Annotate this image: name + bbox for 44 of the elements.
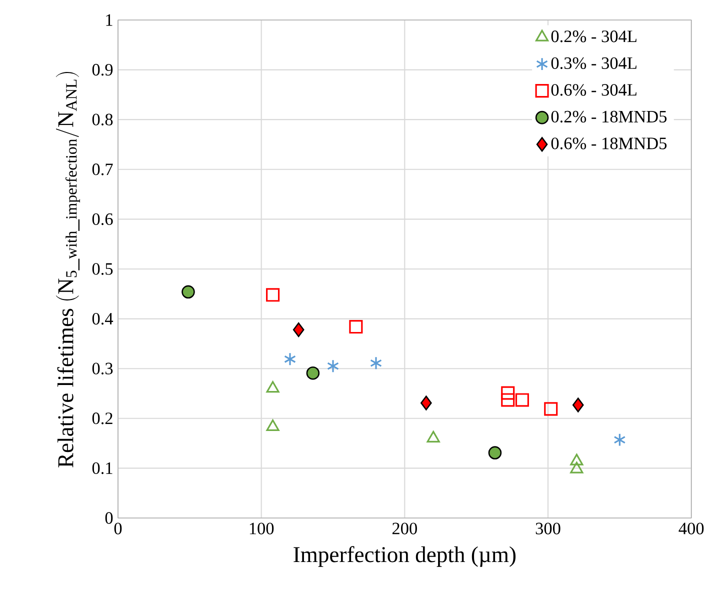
point: [420, 396, 432, 410]
x-tick-label: 400: [678, 522, 704, 534]
point: [488, 446, 502, 460]
point: [501, 386, 515, 400]
y-tick-label: 0.1: [92, 462, 112, 474]
point: [349, 320, 363, 334]
point: [572, 398, 584, 412]
y-tick-label: 0.9: [92, 64, 113, 76]
point: [266, 288, 280, 302]
y-tick-label: 0.8: [92, 114, 113, 126]
point: [306, 366, 320, 380]
x-tick-label: 300: [536, 522, 560, 534]
point: [614, 433, 626, 447]
point: [544, 402, 558, 416]
y-tick-label: 0.4: [92, 312, 114, 325]
y-tick-label: 1: [106, 14, 112, 26]
legend-label: 0.2% - 18MND5: [551, 110, 667, 123]
legend-label: 0.6% - 304L: [551, 84, 636, 96]
x-axis-title: Imperfection depth (µm): [294, 546, 516, 567]
legend-label: 0.3% - 304L: [551, 57, 636, 70]
y-tick-label: 0.3: [92, 362, 113, 374]
point: [182, 285, 195, 299]
point: [284, 352, 296, 366]
point: [515, 393, 529, 407]
x-tick-label: 100: [250, 522, 274, 534]
point: [570, 462, 584, 474]
y-tick-label: 0.7: [92, 164, 113, 176]
legend-label: 0.2% - 304L: [551, 30, 636, 42]
point: [292, 322, 304, 338]
point: [426, 430, 440, 442]
point: [327, 359, 339, 373]
x-tick-label: 200: [392, 522, 417, 534]
y-tick-label: 0.6: [92, 213, 113, 226]
point: [370, 356, 382, 370]
point: [570, 454, 584, 466]
y-tick-label: 0.5: [92, 263, 113, 275]
point: [266, 381, 280, 393]
legend-label: 0.6% - 18MND5: [551, 138, 667, 150]
y-tick-label: 0.2: [92, 412, 112, 424]
point: [266, 419, 280, 431]
y-tick-label: 0: [105, 512, 113, 524]
y-axis-title: $\mathrm{Relative\ lifetimes\ (N_{5\_with\_imperfection}/N_{ANL})}$: [56, 72, 80, 468]
point: [501, 393, 515, 407]
x-tick-label: 0: [114, 522, 122, 534]
